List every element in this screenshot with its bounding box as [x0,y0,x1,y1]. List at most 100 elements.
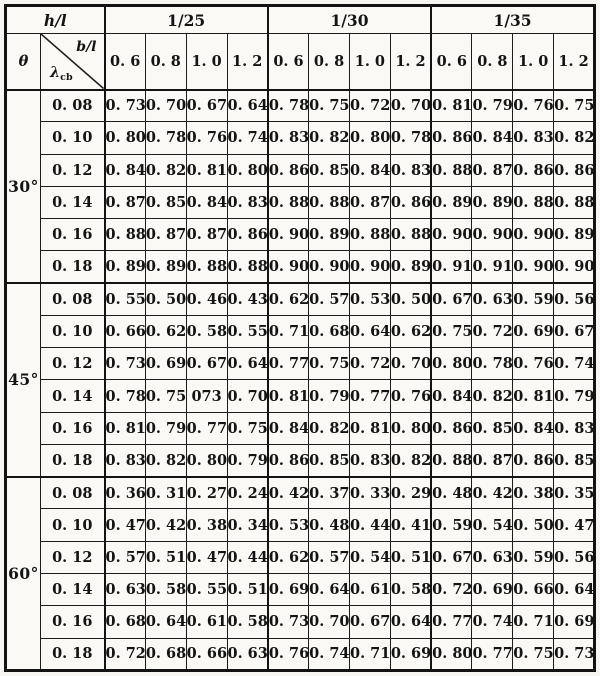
coefficient-cell: 0. 80 [430,347,473,381]
coefficient-cell: 0. 84 [266,411,310,445]
coefficient-cell: 0. 68 [308,314,350,349]
table-row: 0. 10 0. 47 0. 42 0. 38 0. 34 0. 53 0. 48 0. 44… [6,508,595,542]
coefficient-cell: 0. 51 [389,540,432,574]
coefficient-cell: 0. 86 [266,443,310,478]
coefficient-cell: 0. 47 [103,508,146,542]
coefficient-cell: 0. 86 [430,411,473,445]
coefficient-cell: 0. 44 [348,508,391,542]
coefficient-cell: 0. 70 [226,379,269,413]
coefficient-cell: 0. 75 [512,637,555,672]
coefficient-cell: 0. 68 [144,637,187,672]
subcol-header: 0. 8 [471,33,514,91]
coefficient-cell: 0. 84 [471,121,514,155]
coefficient-cell: 0. 78 [266,88,310,123]
coefficient-cell: 0. 86 [266,153,310,187]
coefficient-cell: 0. 87 [471,153,514,187]
coefficient-cell: 0. 77 [348,379,391,413]
coefficient-cell: 0. 88 [389,218,432,252]
coefficient-cell: 0. 76 [512,347,555,381]
coefficient-cell: 0. 74 [308,637,350,672]
coefficient-cell: 0. 77 [185,411,228,445]
coefficient-cell: 0. 90 [512,250,555,284]
table-row: 0. 18 0. 89 0. 89 0. 88 0. 88 0. 90 0. 90 0. 90… [6,250,595,284]
coefficient-cell: 0. 84 [512,411,555,445]
coefficient-cell: 0. 90 [308,250,350,284]
coefficient-cell: 0. 67 [185,347,228,381]
coefficient-cell: 0. 81 [430,88,473,123]
coefficient-cell: 0. 29 [389,475,432,510]
lambda-cb-value: 0. 12 [39,347,106,381]
coefficient-cell: 0. 88 [512,185,555,220]
coefficient-cell: 0. 84 [185,185,228,220]
lambda-cb-value: 0. 16 [39,218,106,252]
coefficient-cell: 0. 36 [103,475,146,510]
coefficient-cell: 0. 79 [308,379,350,413]
coefficient-cell: 0. 77 [471,637,514,672]
coefficient-cell: 0. 89 [430,185,473,220]
coefficient-cell: 0. 43 [226,282,269,316]
subcol-header: 1. 0 [348,33,391,91]
coefficient-cell: 0. 82 [308,411,350,445]
coefficient-cell: 0. 68 [103,605,146,639]
coefficient-cell: 0. 84 [430,379,473,413]
coefficient-cell: 0. 64 [226,347,269,381]
coefficient-cell: 0. 63 [103,572,146,607]
lambda-cb-value: 0. 18 [39,443,106,478]
table-body: 30° 0. 08 0. 73 0. 70 0. 67 0. 64 0. 78 0. 75 0.… [5,88,595,672]
coefficient-cell: 0. 35 [553,475,595,510]
coefficient-cell: 0. 87 [348,185,391,220]
coefficient-cell: 0. 72 [103,637,146,672]
coefficient-cell: 0. 51 [226,572,269,607]
coefficient-cell: 0. 69 [266,572,310,607]
header-row-subcolumns: θ b/l λcb 0. 6 0. 8 1. 0 1. 2 0. 6 0. 8 … [5,33,595,91]
coefficient-cell: 0. 87 [144,218,187,252]
coefficient-cell: 0. 85 [553,443,595,478]
coefficient-cell: 0. 88 [185,250,228,284]
coefficient-cell: 0. 67 [185,88,228,123]
diagonal-divider-line [41,34,104,88]
coefficient-cell: 0. 88 [348,218,391,252]
coefficient-cell: 0. 48 [430,475,473,510]
lambda-cb-value: 0. 18 [39,250,106,284]
group-header-1-35: 1/35 [430,5,596,34]
coefficient-cell: 0. 80 [430,637,473,672]
lambda-cb-value: 0. 12 [39,153,106,187]
coefficient-cell: 0. 67 [553,314,595,349]
coefficient-cell: 0. 82 [471,379,514,413]
coefficient-cell: 0. 69 [471,572,514,607]
lambda-cb-value: 0. 14 [39,572,106,607]
coefficient-cell: 0. 78 [144,121,187,155]
coefficient-cell: 0. 64 [389,605,432,639]
coefficient-cell: 0. 91 [471,250,514,284]
coefficient-cell: 0. 63 [471,282,514,316]
coefficient-cell: 0. 73 [553,637,595,672]
coefficient-cell: 0. 82 [144,153,187,187]
coefficient-cell: 0. 71 [348,637,391,672]
coefficient-cell: 0. 75 [226,411,269,445]
coefficient-cell: 0. 76 [389,379,432,413]
subcol-header: 0. 8 [308,33,350,91]
coefficient-cell: 0. 27 [185,475,228,510]
coefficient-cell: 0. 87 [185,218,228,252]
coefficient-cell: 0. 54 [348,540,391,574]
table-row: 0. 16 0. 81 0. 79 0. 77 0. 75 0. 84 0. 82 0. 81… [6,411,595,445]
coefficient-cell: 0. 74 [471,605,514,639]
coefficient-cell: 0. 82 [308,121,350,155]
coefficient-cell: 073 [185,379,228,413]
group-header-1-25: 1/25 [103,5,269,34]
coefficient-cell: 0. 73 [103,347,146,381]
coefficient-cell: 0. 88 [103,218,146,252]
coefficient-cell: 0. 89 [389,250,432,284]
lambda-cb-value: 0. 08 [39,88,106,123]
coefficient-cell: 0. 37 [308,475,350,510]
coefficient-cell: 0. 77 [266,347,310,381]
table-row: 0. 14 0. 63 0. 58 0. 55 0. 51 0. 69 0. 64 0. 61… [6,572,595,607]
coefficient-cell: 0. 70 [389,347,432,381]
coefficient-cell: 0. 84 [348,153,391,187]
coefficient-cell: 0. 56 [553,540,595,574]
table-row: 0. 16 0. 88 0. 87 0. 87 0. 86 0. 90 0. 89 0. 88… [6,218,595,252]
lambda-cb-value: 0. 16 [39,605,106,639]
coefficient-cell: 0. 91 [430,250,473,284]
coefficient-cell: 0. 89 [553,218,595,252]
coefficient-cell: 0. 90 [348,250,391,284]
